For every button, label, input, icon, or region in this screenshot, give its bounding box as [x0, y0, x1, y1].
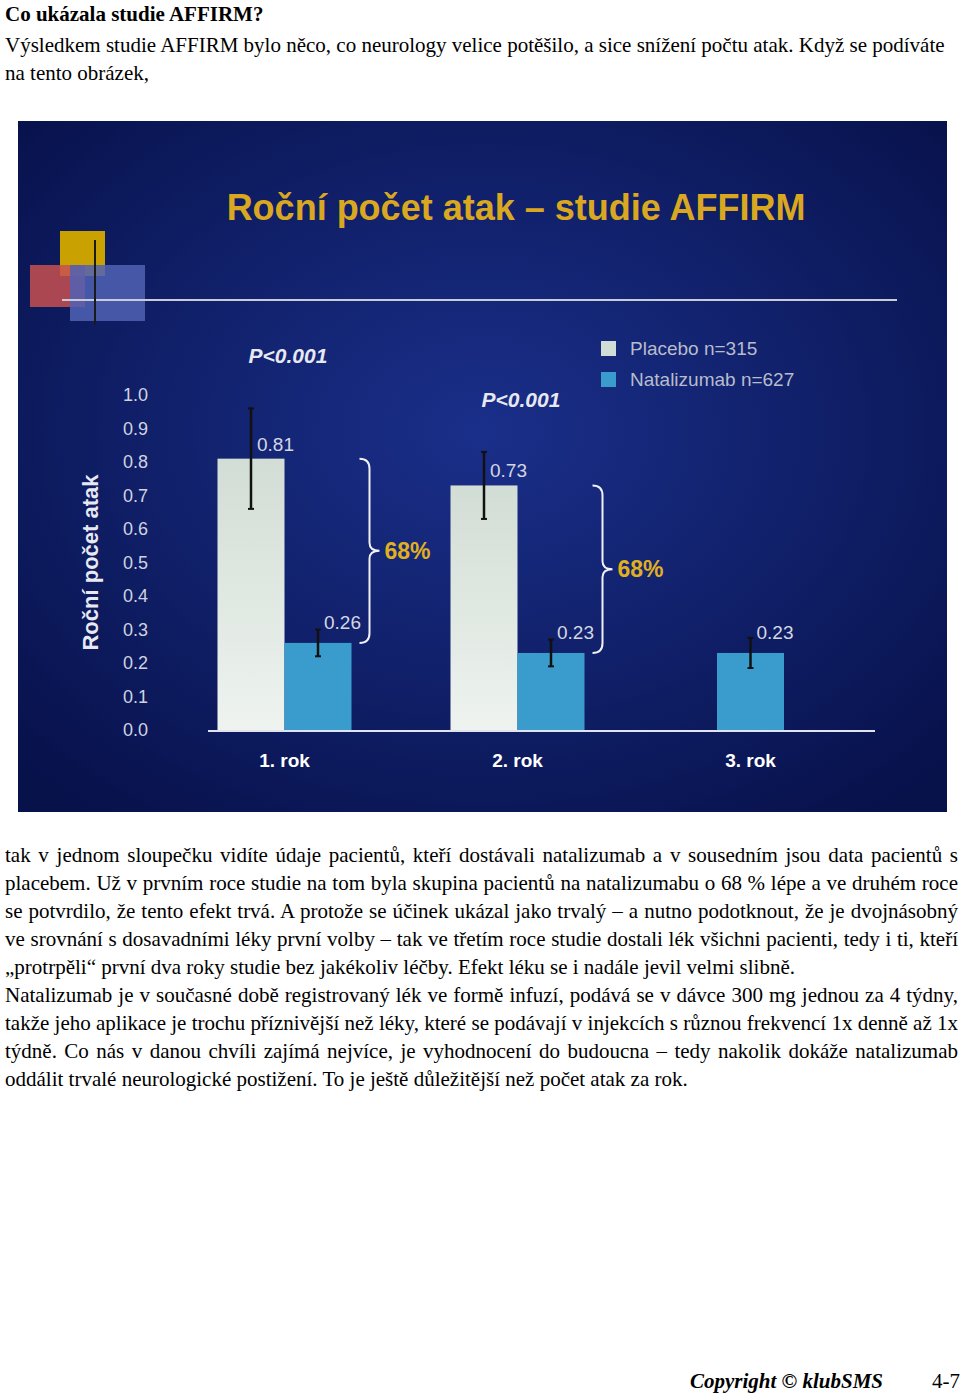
y-tick-label: 0.9 — [123, 419, 148, 439]
error-cap — [548, 665, 554, 667]
error-cap — [315, 629, 321, 631]
deco-line — [62, 299, 897, 301]
p-value: P<0.001 — [482, 388, 561, 411]
x-axis — [208, 730, 875, 732]
data-label: 0.23 — [757, 622, 794, 643]
y-tick-label: 0.2 — [123, 653, 148, 673]
bar — [285, 643, 352, 730]
y-tick-label: 0.5 — [123, 553, 148, 573]
error-cap — [548, 639, 554, 641]
deco-line — [94, 240, 96, 325]
y-tick-label: 0.1 — [123, 687, 148, 707]
paragraph: Natalizumab je v současné době registrov… — [5, 981, 958, 1093]
y-tick-label: 1.0 — [123, 385, 148, 405]
bars — [218, 408, 785, 730]
paragraph: tak v jednom sloupečku vidíte údaje paci… — [5, 841, 958, 981]
error-bar — [548, 640, 554, 667]
data-label: 0.81 — [257, 434, 294, 455]
difference-label: 68% — [618, 556, 664, 582]
bar — [451, 485, 518, 730]
difference-label: 68% — [385, 538, 431, 564]
data-label: 0.73 — [490, 460, 527, 481]
legend-label: Natalizumab n=627 — [630, 369, 794, 390]
y-tick-label: 0.8 — [123, 452, 148, 472]
x-tick-label: 1. rok — [259, 750, 310, 771]
error-line — [749, 638, 752, 668]
error-cap — [748, 637, 754, 639]
error-bar — [748, 638, 754, 668]
x-tick-label: 2. rok — [492, 750, 543, 771]
error-line — [317, 630, 320, 657]
error-bar — [315, 630, 321, 657]
y-tick-label: 0.7 — [123, 486, 148, 506]
data-label: 0.23 — [557, 622, 594, 643]
page-number: 4-7 — [932, 1367, 960, 1394]
legend-swatch — [601, 372, 616, 387]
error-line — [550, 640, 553, 667]
error-bar — [481, 452, 487, 519]
background — [18, 121, 947, 812]
legend-swatch — [601, 341, 616, 356]
heading: Co ukázala studie AFFIRM? — [5, 0, 958, 28]
copyright: Copyright © klubSMS — [690, 1367, 883, 1394]
data-label: 0.26 — [324, 612, 361, 633]
error-cap — [248, 508, 254, 510]
error-line — [250, 408, 253, 509]
error-cap — [315, 655, 321, 657]
y-axis-label: Roční počet atak — [78, 474, 103, 651]
legend-label: Placebo n=315 — [630, 338, 757, 359]
p-value: P<0.001 — [249, 344, 328, 367]
y-tick-label: 0.0 — [123, 720, 148, 740]
y-tick-label: 0.3 — [123, 620, 148, 640]
figure: Roční počet atak – studie AFFIRM Roční po… — [18, 121, 947, 812]
data-labels: 0.81 0.73 0.26 0.23 0.23 — [257, 434, 793, 643]
chart: Roční počet atak – studie AFFIRM Roční po… — [18, 121, 947, 812]
legend: Placebo n=315 Natalizumab n=627 — [601, 338, 794, 390]
deco-square — [70, 265, 145, 321]
body-text: tak v jednom sloupečku vidíte údaje paci… — [5, 841, 958, 1093]
error-bar — [248, 408, 254, 509]
y-tick-label: 0.4 — [123, 586, 148, 606]
error-line — [483, 452, 486, 519]
brace — [593, 485, 613, 653]
title: Roční počet atak – studie AFFIRM — [227, 187, 806, 228]
error-cap — [248, 407, 254, 409]
error-cap — [481, 451, 487, 453]
intro: Výsledkem studie AFFIRM bylo něco, co ne… — [5, 31, 958, 87]
decoration — [30, 231, 897, 325]
error-cap — [481, 518, 487, 520]
footer: Copyright © klubSMS 4-7 — [0, 1367, 960, 1394]
y-tick-label: 0.6 — [123, 519, 148, 539]
error-cap — [748, 667, 754, 669]
brace — [360, 459, 380, 643]
x-tick-label: 3. rok — [725, 750, 776, 771]
